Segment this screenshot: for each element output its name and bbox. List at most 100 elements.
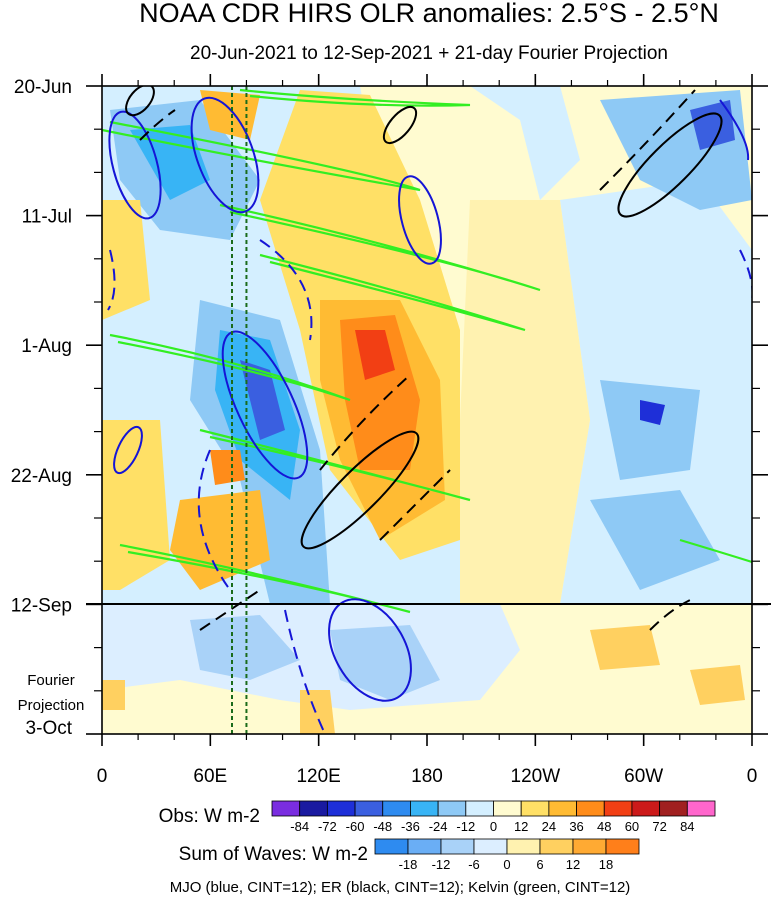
colorbar-swatch <box>659 800 688 817</box>
x-tick-label: 120W <box>511 766 561 787</box>
mjo-contour <box>739 249 752 300</box>
y-tick-label: 1-Aug <box>21 336 72 357</box>
colorbar-tick-label: -12 <box>432 857 451 872</box>
kelvin-contour <box>109 333 351 402</box>
colorbar-swatch <box>440 838 475 855</box>
obs-colorbar: -84 -72 -60 -48 -36 -24 -12 0 12 24 36 48 60 72 84 <box>271 800 716 834</box>
colorbar-swatch <box>437 800 467 817</box>
y-tick-label: 3-Oct <box>26 718 73 739</box>
colorbar-tick-label: 6 <box>536 857 543 872</box>
mjo-contour <box>108 110 162 220</box>
colorbar-tick-label: -24 <box>429 819 448 834</box>
chart-title: NOAA CDR HIRS OLR anomalies: 2.5°S - 2.5… <box>139 0 719 28</box>
colorbar-swatch <box>382 800 411 817</box>
projection-region <box>330 625 440 700</box>
mjo-contour <box>113 425 143 475</box>
mjo-contour <box>398 175 442 265</box>
x-tick-label: 120E <box>296 766 340 787</box>
chart-subtitle: 20-Jun-2021 to 12-Sep-2021 + 21-day Four… <box>190 43 668 64</box>
projection-label-line1: Fourier <box>27 672 75 689</box>
mjo-contour <box>259 239 313 341</box>
colorbar-swatch <box>473 838 508 855</box>
colorbar-swatch <box>326 800 356 817</box>
colorbar-swatch <box>354 800 384 817</box>
positive-anomaly-region <box>210 450 245 485</box>
kelvin-contour <box>219 203 541 292</box>
positive-anomaly-region <box>200 90 260 140</box>
colorbar-tick-label: 0 <box>503 857 510 872</box>
positive-anomaly-region <box>102 420 170 590</box>
positive-anomaly-region <box>355 330 395 380</box>
kelvin-contour <box>239 88 471 107</box>
colorbar-tick-label: 0 <box>490 819 497 834</box>
colorbar-tick-label: -48 <box>373 819 392 834</box>
x-tick-label: 180 <box>411 766 443 787</box>
er-contour <box>599 89 696 191</box>
negative-anomaly-region <box>600 380 700 480</box>
plot-area <box>102 86 752 734</box>
er-contour <box>199 589 261 631</box>
colorbar-tick-label: 72 <box>652 819 666 834</box>
colorbar-tick-label: -36 <box>401 819 420 834</box>
colorbar-tick-label: -18 <box>399 857 418 872</box>
projection-region <box>300 690 335 734</box>
colorbar-tick-label: 36 <box>569 819 583 834</box>
kelvin-contour <box>102 120 421 192</box>
colorbar-swatch <box>271 800 301 817</box>
mjo-contour <box>328 598 412 702</box>
negative-anomaly-region <box>130 125 210 200</box>
kelvin-contour <box>679 538 752 564</box>
colorbar-swatch <box>539 838 574 855</box>
negative-anomaly-region <box>240 360 285 440</box>
y-tick-label: 22-Aug <box>11 466 72 487</box>
er-contour <box>139 109 176 141</box>
colorbar-swatch <box>374 838 409 855</box>
projection-region <box>190 615 300 680</box>
colorbar-swatch <box>605 838 640 855</box>
mjo-contour <box>284 609 326 734</box>
colorbar-swatch <box>299 800 328 817</box>
colorbar-swatch <box>506 838 541 855</box>
colorbar-tick-label: 84 <box>680 819 694 834</box>
waves-colorbar: -18 -12 -6 0 6 12 18 <box>374 838 640 872</box>
colorbar-swatch <box>631 800 661 817</box>
colorbar-swatch <box>465 800 494 817</box>
x-tick-label: 0 <box>97 766 108 787</box>
colorbar-tick-label: 48 <box>597 819 611 834</box>
negative-anomaly-region <box>590 490 720 590</box>
kelvin-contours <box>102 88 752 614</box>
y-tick-label: 12-Sep <box>11 595 72 616</box>
x-tick-label: 60E <box>193 766 227 787</box>
x-tick-label: 0 <box>747 766 758 787</box>
colorbar-tick-label: -12 <box>456 819 475 834</box>
projection-region <box>590 625 660 670</box>
mjo-contours <box>107 96 752 734</box>
x-tick-label: 60W <box>624 766 663 787</box>
er-contour <box>649 599 691 631</box>
er-contour <box>300 430 420 550</box>
projection-region <box>690 665 745 705</box>
y-tick-label: 20-Jun <box>14 77 72 98</box>
negative-anomaly-region <box>470 86 580 200</box>
mjo-contour <box>190 96 260 214</box>
positive-anomaly-region <box>460 200 590 604</box>
colorbar-tick-label: -84 <box>290 819 309 834</box>
colorbar-swatch <box>520 800 550 817</box>
obs-colorbar-label: Obs: W m-2 <box>159 806 260 827</box>
colorbar-swatch <box>407 838 442 855</box>
colorbar-swatch <box>548 800 577 817</box>
x-axis: 0 60E 120E 180 120W 60W 0 <box>97 74 758 787</box>
colorbar-swatch <box>572 838 607 855</box>
negative-anomaly-region <box>690 100 735 150</box>
colorbar-tick-label: -72 <box>318 819 337 834</box>
kelvin-contour <box>199 428 471 502</box>
er-contour <box>617 112 723 218</box>
projection-region <box>102 680 125 710</box>
er-contour <box>319 374 411 471</box>
projection-label-line2: Projection <box>18 697 85 714</box>
colorbar-swatch <box>576 800 605 817</box>
y-tick-label: 11-Jul <box>22 207 72 228</box>
er-contour <box>379 469 451 541</box>
kelvin-contour <box>259 253 526 332</box>
